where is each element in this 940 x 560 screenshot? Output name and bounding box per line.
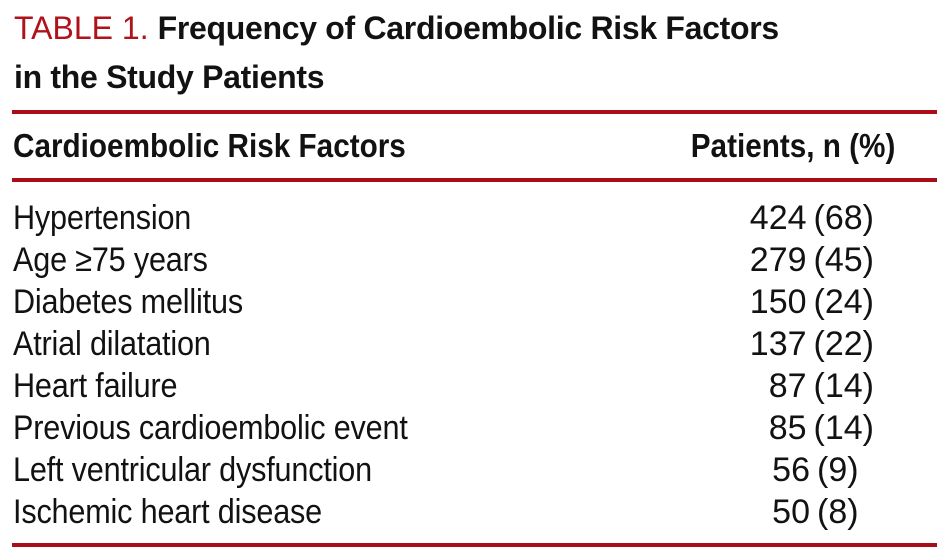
patient-percent: (68) [813, 198, 874, 237]
top-rule [12, 110, 937, 114]
risk-factor-name: Hypertension [13, 198, 192, 237]
patient-count: 279 [749, 240, 807, 279]
patient-percent: (14) [813, 408, 874, 447]
patient-count: 50 [772, 492, 810, 531]
table-row: Previous cardioembolic event 85 (14) [13, 407, 938, 449]
patient-percent: (22) [813, 324, 874, 363]
risk-factor-name: Age ≥75 years [13, 240, 208, 279]
bottom-rule [12, 543, 937, 547]
header-rule [12, 178, 937, 182]
table-row: Heart failure 87 (14) [13, 365, 938, 407]
risk-factor-name: Previous cardioembolic event [13, 408, 408, 447]
risk-factor-name: Left ventricular dysfunction [13, 450, 372, 489]
patient-count: 87 [768, 366, 807, 405]
patient-count: 137 [749, 324, 807, 363]
table-title-line2: in the Study Patients [14, 59, 325, 95]
patient-percent: (8) [817, 492, 859, 531]
table-row: Diabetes mellitus 150 (24) [13, 281, 938, 323]
table-body: Hypertension 424 (68) Age ≥75 years 279 … [13, 197, 938, 533]
patient-count: 85 [768, 408, 807, 447]
table-title: TABLE 1. Frequency of Cardioembolic Risk … [14, 4, 779, 102]
patient-percent: (24) [813, 282, 874, 321]
column-header-patients: Patients, n (%) [690, 127, 895, 164]
patient-count: 424 [749, 198, 807, 237]
patient-count: 56 [772, 450, 810, 489]
patient-percent: (45) [813, 240, 874, 279]
patient-count: 150 [749, 282, 807, 321]
table-row: Left ventricular dysfunction 56 (9) [13, 449, 938, 491]
patient-percent: (14) [813, 366, 874, 405]
risk-factor-name: Diabetes mellitus [13, 282, 243, 321]
table-number-label: TABLE 1. [14, 10, 149, 46]
column-header-patients-wrap: Patients, n (%) [668, 127, 938, 165]
risk-factor-name: Atrial dilatation [13, 324, 211, 363]
table-title-line1: Frequency of Cardioembolic Risk Factors [157, 10, 780, 46]
table-row: Atrial dilatation 137 (22) [13, 323, 938, 365]
risk-factor-name: Ischemic heart disease [13, 492, 322, 531]
column-header-risk-factors: Cardioembolic Risk Factors [13, 127, 406, 164]
table-row: Hypertension 424 (68) [13, 197, 938, 239]
table-row: Age ≥75 years 279 (45) [13, 239, 938, 281]
table-row: Ischemic heart disease 50 (8) [13, 491, 938, 533]
table-header-row: Cardioembolic Risk Factors Patients, n (… [13, 114, 938, 178]
risk-factor-name: Heart failure [13, 366, 178, 405]
patient-percent: (9) [817, 450, 859, 489]
